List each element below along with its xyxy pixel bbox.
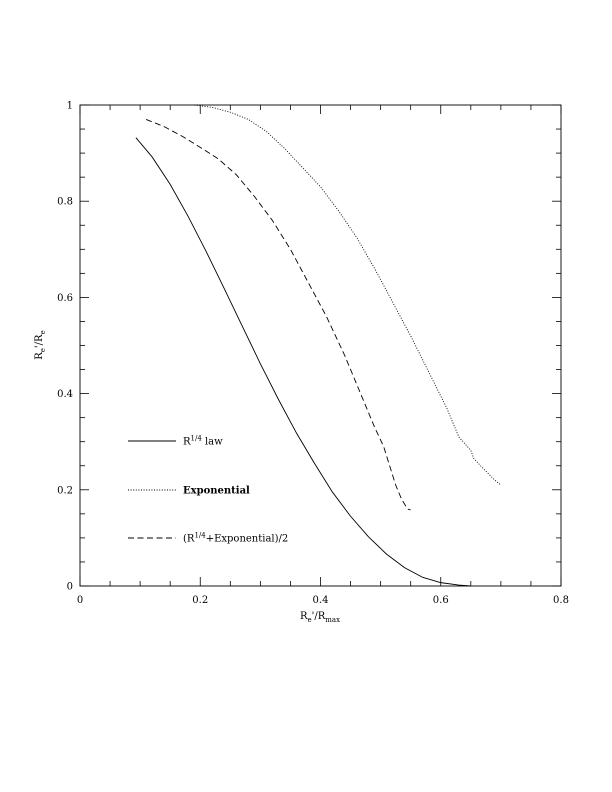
x-axis-label-prime: '/R	[312, 611, 326, 622]
y-axis-label-sub1: e	[39, 348, 47, 352]
axis-ticks	[79, 104, 562, 587]
x-axis-label-main: R	[300, 611, 308, 622]
x-axis-label-sub1: e	[307, 616, 311, 624]
x-tick-label: 0.8	[553, 595, 569, 606]
legend-label-1: R1/4 law	[183, 435, 223, 448]
legend: R1/4 law Exponential (R1/4+Exponential)/2	[128, 435, 288, 545]
y-tick-label: 0.6	[57, 293, 73, 304]
series-line-1	[135, 137, 471, 587]
y-tick-label: 0.8	[57, 197, 73, 208]
x-axis-label-sub2: max	[325, 616, 340, 624]
y-axis-label: Re'/Re	[34, 330, 47, 360]
x-tick-label: 0	[77, 595, 83, 606]
axis-tick-labels: 0 0.2 0.4 0.6 0.8 0 0.2 0.4 0.6 0.8 1	[57, 101, 569, 607]
x-tick-label: 0.6	[433, 595, 449, 606]
y-tick-label: 0.4	[57, 389, 73, 400]
y-axis-label-main: R	[34, 352, 45, 360]
y-tick-label: 0	[67, 582, 73, 593]
y-tick-label: 0.2	[57, 485, 73, 496]
legend-label-2: Exponential	[183, 486, 250, 497]
x-axis-label: Re'/Rmax	[300, 611, 340, 624]
series-line-3	[145, 119, 411, 511]
x-tick-label: 0.4	[313, 595, 329, 606]
legend-label-3: (R1/4+Exponential)/2	[183, 532, 288, 545]
x-tick-label: 0.2	[192, 595, 208, 606]
y-axis-label-prime: '/R	[34, 334, 45, 348]
series-group	[135, 104, 502, 587]
y-tick-label: 1	[67, 101, 73, 112]
y-axis-label-sub2: e	[39, 330, 47, 334]
series-line-2	[194, 104, 502, 486]
plot-frame	[79, 104, 562, 587]
